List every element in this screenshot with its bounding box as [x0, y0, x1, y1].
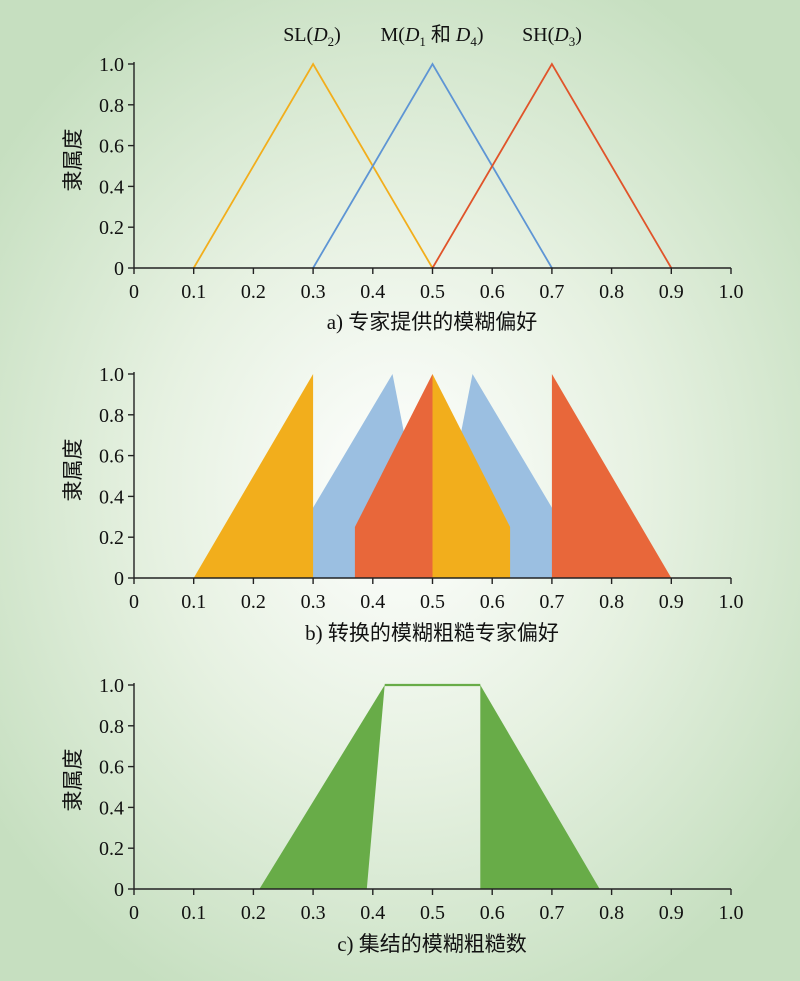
x-tick-label: 0.6 — [480, 591, 505, 613]
y-axis-label: 隶属度 — [61, 749, 85, 812]
peak-label-sh: SH(D3) — [522, 24, 582, 49]
x-tick-label: 0.2 — [241, 902, 266, 924]
y-tick-label: 0.4 — [99, 176, 124, 198]
x-tick-label: 0 — [129, 281, 139, 303]
y-tick-label: 0.2 — [99, 217, 124, 239]
y-tick-label: 0.2 — [99, 527, 124, 549]
y-tick-label: 0.4 — [99, 797, 124, 819]
x-tick-label: 0.6 — [480, 281, 505, 303]
x-tick-label: 0.1 — [181, 902, 206, 924]
y-tick-label: 0.2 — [99, 838, 124, 860]
x-tick-label: 0.3 — [301, 902, 326, 924]
y-tick-label: 1.0 — [99, 675, 124, 697]
peak-label-m: M(D1 和 D4) — [380, 23, 483, 49]
x-tick-label: 0 — [129, 902, 139, 924]
x-tick-label: 0.9 — [659, 902, 684, 924]
y-tick-label: 0 — [114, 258, 124, 280]
peak-label-sl: SL(D2) — [283, 24, 341, 49]
x-tick-label: 0.4 — [360, 902, 385, 924]
y-tick-label: 0.6 — [99, 757, 124, 779]
y-tick-label: 0 — [114, 568, 124, 590]
y-tick-label: 0.6 — [99, 446, 124, 468]
y-tick-label: 0.8 — [99, 95, 124, 117]
x-tick-label: 0.9 — [659, 591, 684, 613]
series-line-2 — [312, 62, 553, 269]
x-tick-label: 0.2 — [241, 281, 266, 303]
y-axis-label: 隶属度 — [61, 129, 85, 192]
x-tick-label: 0.7 — [539, 591, 564, 613]
series-area-3 — [354, 374, 433, 578]
series-area-4 — [551, 374, 672, 578]
x-tick-label: 0.6 — [480, 902, 505, 924]
y-tick-label: 0.4 — [99, 486, 124, 508]
x-tick-label: 0.7 — [539, 902, 564, 924]
y-axis-label: 隶属度 — [61, 439, 85, 502]
y-tick-label: 0.6 — [99, 136, 124, 158]
x-tick-label: 1.0 — [719, 591, 744, 613]
x-tick-label: 0.3 — [301, 591, 326, 613]
y-tick-label: 1.0 — [99, 54, 124, 76]
chart-caption: b) 转换的模糊粗糙专家偏好 — [305, 621, 559, 645]
x-tick-label: 0.7 — [539, 281, 564, 303]
series-area-6 — [432, 374, 511, 578]
x-tick-label: 0.4 — [360, 281, 385, 303]
x-tick-label: 0.9 — [659, 281, 684, 303]
x-tick-label: 1.0 — [719, 281, 744, 303]
x-tick-label: 0.4 — [360, 591, 385, 613]
x-tick-label: 0.5 — [420, 591, 445, 613]
y-tick-label: 0 — [114, 879, 124, 901]
chart-caption: a) 专家提供的模糊偏好 — [327, 310, 538, 334]
series-line-1 — [192, 62, 434, 269]
y-tick-label: 1.0 — [99, 364, 124, 386]
chart-caption: c) 集结的模糊粗糙数 — [337, 932, 527, 956]
x-tick-label: 0.5 — [420, 281, 445, 303]
x-tick-label: 0.8 — [599, 591, 624, 613]
y-tick-label: 0.8 — [99, 716, 124, 738]
series-area-2 — [480, 685, 600, 889]
x-tick-label: 0.1 — [181, 591, 206, 613]
x-tick-label: 1.0 — [719, 902, 744, 924]
x-tick-label: 0.1 — [181, 281, 206, 303]
x-tick-label: 0.8 — [599, 281, 624, 303]
x-tick-label: 0.3 — [301, 281, 326, 303]
x-tick-label: 0 — [129, 591, 139, 613]
y-tick-label: 0.8 — [99, 405, 124, 427]
x-tick-label: 0.8 — [599, 902, 624, 924]
series-area-5 — [193, 374, 314, 578]
x-tick-label: 0.5 — [420, 902, 445, 924]
series-line-3 — [431, 62, 673, 269]
series-area-1 — [259, 685, 385, 889]
x-tick-label: 0.2 — [241, 591, 266, 613]
